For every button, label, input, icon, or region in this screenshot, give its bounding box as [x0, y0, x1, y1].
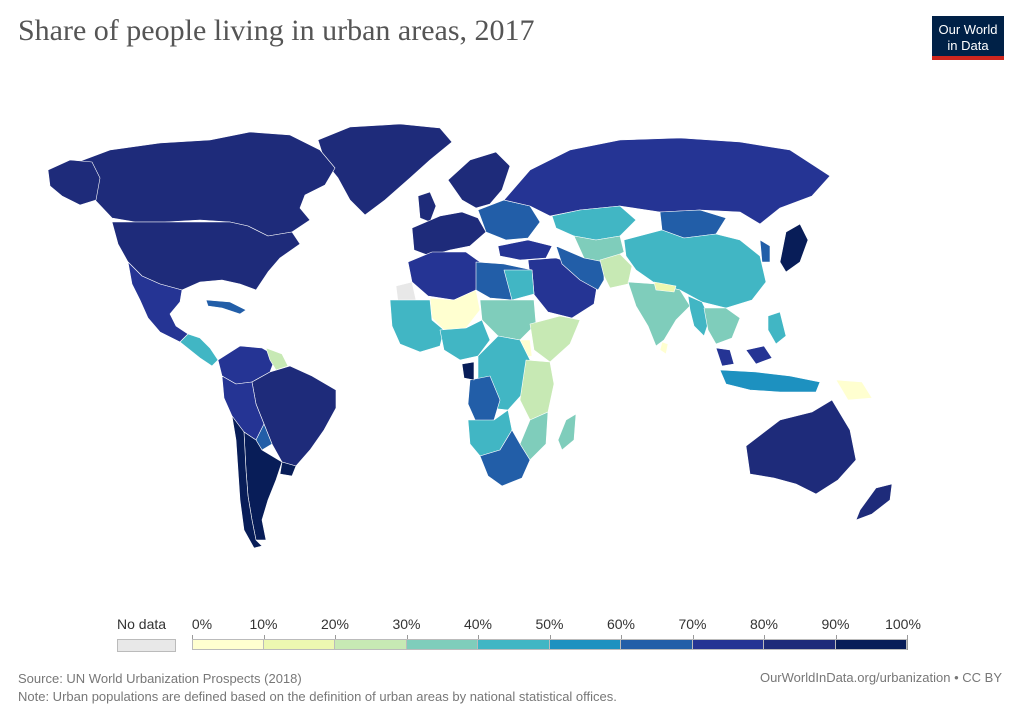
region-new-zealand[interactable] [855, 483, 893, 521]
legend-swatch[interactable] [192, 639, 264, 650]
legend-no-data-label: No data [117, 616, 167, 632]
region-caribbean[interactable] [205, 299, 247, 315]
legend-swatch[interactable] [621, 639, 693, 650]
region-brazil[interactable] [251, 365, 337, 467]
legend-tick-label: 10% [249, 616, 278, 632]
region-china[interactable] [623, 229, 767, 309]
region-nigeria-cameroon[interactable] [439, 319, 491, 361]
legend-tick-label: 90% [821, 616, 850, 632]
region-guyanas[interactable] [265, 347, 289, 371]
region-mexico[interactable] [127, 261, 189, 343]
world-map [47, 123, 893, 549]
legend-swatch[interactable] [692, 639, 764, 650]
region-uruguay[interactable] [279, 461, 297, 477]
legend-swatch[interactable] [835, 639, 907, 650]
legend-tick-label: 100% [885, 616, 921, 632]
region-bangladesh-myanmar[interactable] [687, 295, 711, 337]
legend-swatch[interactable] [478, 639, 550, 650]
chart-title: Share of people living in urban areas, 2… [18, 14, 535, 47]
region-philippines[interactable] [767, 311, 787, 345]
region-sudan[interactable] [479, 299, 537, 341]
region-egypt[interactable] [503, 269, 535, 301]
legend-swatch[interactable] [263, 639, 335, 650]
region-malaysia[interactable] [715, 345, 773, 367]
region-alaska[interactable] [47, 159, 101, 206]
source-text: Source: UN World Urbanization Prospects … [18, 671, 302, 686]
legend-tick-label: 20% [320, 616, 350, 632]
region-greenland[interactable] [317, 123, 453, 216]
region-uk-ireland[interactable] [417, 191, 437, 223]
region-sahel[interactable] [429, 289, 481, 331]
region-mozambique[interactable] [519, 411, 549, 461]
region-russia[interactable] [503, 137, 831, 225]
region-sri-lanka[interactable] [659, 341, 669, 355]
legend-swatch[interactable] [764, 639, 836, 650]
region-southeast-asia[interactable] [703, 307, 741, 345]
legend-tick-label: 60% [606, 616, 636, 632]
region-japan[interactable] [779, 223, 809, 273]
legend-tick-label: 30% [392, 616, 421, 632]
logo-line-1: Our World [938, 22, 998, 37]
legend: No data 0% 10% 20% 30% 40% 50% 60% 70% 80% 90% 100… [0, 610, 1024, 660]
logo-accent-bar [932, 56, 1004, 60]
legend-tick-label: 0% [191, 616, 213, 632]
region-indonesia[interactable] [719, 369, 821, 393]
region-scandinavia[interactable] [447, 151, 511, 209]
region-horn-of-africa[interactable] [529, 315, 581, 363]
region-western-sahara[interactable] [395, 281, 417, 303]
region-india[interactable] [627, 281, 691, 347]
region-canada[interactable] [69, 131, 336, 237]
region-nepal[interactable] [653, 281, 677, 293]
region-east-africa[interactable] [519, 359, 555, 421]
legend-tick-label: 40% [463, 616, 493, 632]
legend-tick-label: 70% [678, 616, 707, 632]
region-turkey[interactable] [497, 239, 553, 261]
region-iran[interactable] [555, 245, 605, 291]
region-chile[interactable] [231, 415, 263, 549]
footer-notes: Source: UN World Urbanization Prospects … [18, 670, 617, 706]
region-gabon[interactable] [461, 361, 475, 381]
logo-line-2: in Data [947, 38, 989, 53]
owid-logo[interactable]: Our World in Data [932, 16, 1004, 60]
region-western-europe[interactable] [411, 211, 487, 257]
legend-swatch[interactable] [406, 639, 478, 650]
credit-link[interactable]: OurWorldInData.org/urbanization • CC BY [759, 670, 1002, 685]
legend-tick-mark [907, 635, 908, 650]
region-korea[interactable] [759, 239, 771, 263]
note-text: Note: Urban populations are defined base… [18, 689, 617, 704]
legend-tick-label: 50% [535, 616, 564, 632]
region-afghanistan-pakistan[interactable] [599, 253, 633, 289]
region-madagascar[interactable] [557, 413, 577, 451]
legend-no-data-swatch [117, 639, 176, 652]
legend-tick-label: 80% [749, 616, 779, 632]
region-australia[interactable] [745, 399, 857, 495]
region-southern-africa[interactable] [479, 429, 531, 487]
legend-swatch[interactable] [549, 639, 621, 650]
legend-swatch[interactable] [335, 639, 407, 650]
region-papua-new-guinea[interactable] [835, 379, 873, 401]
region-central-america[interactable] [179, 333, 219, 367]
